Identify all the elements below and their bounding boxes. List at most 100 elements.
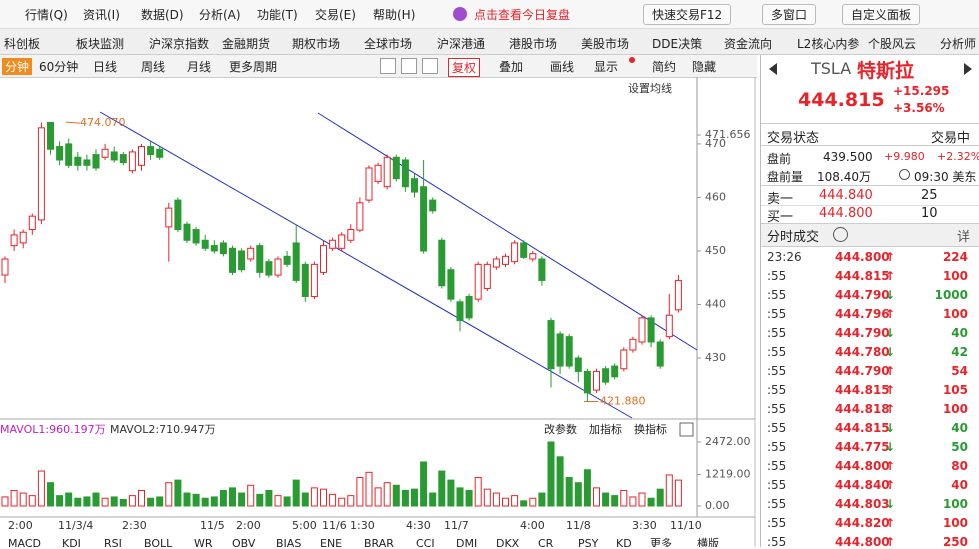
trade-volume: 100: [942, 497, 968, 511]
nav-item[interactable]: 沪深京指数: [149, 37, 210, 51]
volume-bar: [383, 482, 391, 507]
volume-bar: [138, 489, 145, 507]
promo-link[interactable]: 点击查看今日复盘: [474, 8, 571, 22]
candle-body: [310, 263, 318, 297]
trade-direction: ↑: [885, 402, 896, 416]
x-tick-label: 1:30: [350, 519, 375, 532]
nav-item[interactable]: DDE决策: [652, 37, 703, 51]
candle-body: [183, 223, 191, 241]
volume-bar: [438, 470, 446, 507]
menu-item[interactable]: 功能(T): [257, 8, 298, 22]
ask-size: 25: [921, 188, 938, 203]
tool-item[interactable]: 更多周期: [229, 60, 278, 74]
info-icon[interactable]: [833, 227, 848, 242]
tool-icon[interactable]: [422, 58, 438, 74]
menu-item[interactable]: 资讯(I): [83, 8, 120, 22]
trade-volume: 224: [942, 250, 968, 264]
tool-item[interactable]: 日线: [93, 60, 118, 74]
menu-item[interactable]: 交易(E): [315, 8, 356, 22]
volume-bar: [292, 479, 300, 507]
volume-bar: [37, 470, 45, 507]
volume-bar: [574, 482, 582, 507]
nav-item[interactable]: 科创板: [4, 37, 41, 51]
status: 交易中: [931, 131, 971, 146]
volume-bar: [465, 489, 473, 507]
trade-volume: 40: [951, 421, 968, 435]
menu-item[interactable]: 帮助(H): [373, 8, 416, 22]
y-tick-label: 470: [705, 137, 726, 150]
candle-body: [238, 250, 246, 271]
volume-bar: [356, 477, 364, 507]
nav-item[interactable]: 美股市场: [581, 37, 630, 51]
tool-item[interactable]: 月线: [187, 60, 212, 74]
pre-price: 439.500: [823, 150, 873, 164]
candle-body: [47, 121, 54, 150]
tool-item[interactable]: 画线: [550, 60, 575, 74]
tool-item[interactable]: 显示: [594, 60, 619, 74]
nav-item[interactable]: 个股风云: [868, 37, 917, 51]
tool-icon[interactable]: [401, 58, 417, 74]
volume-bar: [256, 493, 264, 507]
tool-item[interactable]: 叠加: [499, 60, 524, 74]
tool-item[interactable]: 周线: [141, 60, 166, 74]
toolbar-button[interactable]: 多窗口: [762, 4, 817, 25]
clock-icon: [899, 169, 910, 180]
nav-item[interactable]: 全球市场: [364, 37, 413, 51]
menu-item[interactable]: 数据(D): [141, 8, 184, 22]
tool-item[interactable]: 隐藏: [692, 60, 717, 74]
nav-item[interactable]: 沪深港通: [437, 37, 486, 51]
candle-body: [201, 239, 209, 249]
nav-item[interactable]: 资金流向: [724, 37, 773, 51]
tool-bar: [0, 55, 757, 78]
indicator-tab: KDJ: [62, 537, 81, 547]
tool-icon[interactable]: [380, 58, 396, 74]
volume-bar: [547, 441, 555, 507]
volume-bar: [265, 489, 273, 507]
menu-item[interactable]: 行情(Q): [25, 8, 68, 22]
mavol-label: MAVOL1:960.197万: [0, 423, 106, 436]
candle-body: [374, 164, 382, 182]
nav-item[interactable]: 分析师: [940, 37, 977, 51]
nav-item[interactable]: 期权市场: [292, 37, 341, 51]
bid: 444.800: [819, 206, 873, 221]
tool-item[interactable]: 60分钟: [39, 60, 79, 74]
candle-body: [665, 314, 673, 338]
volume-bar: [310, 487, 318, 507]
trade-time: :55: [767, 269, 787, 283]
trade-price: 444.790: [835, 364, 890, 378]
volume-bar: [520, 500, 528, 507]
candle-body: [138, 146, 145, 166]
ma-setting: 设置均线: [628, 81, 672, 95]
tool-item[interactable]: 复权: [448, 58, 481, 77]
candle-body: [593, 370, 600, 391]
symbol: TSLA: [811, 59, 852, 78]
indicator-tab: DKX: [496, 537, 520, 547]
tool-item[interactable]: 分钟: [2, 58, 33, 75]
trade-price: 444.815: [835, 421, 890, 435]
nav-item[interactable]: L2核心内参: [797, 37, 860, 51]
candle-body: [283, 255, 291, 265]
volume-bar: [283, 496, 291, 507]
volume-bar: [320, 488, 327, 507]
volume-bar: [611, 495, 619, 507]
nav-item[interactable]: 板块监测: [76, 37, 125, 51]
detail-button[interactable]: 详: [957, 230, 971, 245]
tool-item[interactable]: 简约: [652, 60, 677, 74]
nav-item[interactable]: 金融期货: [222, 37, 271, 51]
trade-direction: ↑: [885, 364, 896, 378]
candle-body: [301, 263, 309, 297]
prev-arrow[interactable]: [769, 63, 777, 75]
menu-item[interactable]: 分析(A): [199, 8, 241, 22]
nav-item[interactable]: 港股市场: [509, 37, 558, 51]
next-arrow[interactable]: [964, 63, 972, 75]
candle-body: [174, 199, 182, 231]
volume-bar: [365, 471, 373, 507]
volume-bar: [483, 488, 491, 507]
volume-bar: [301, 492, 309, 507]
volume-bar: [28, 495, 36, 507]
change: +15.295: [893, 84, 950, 98]
toolbar-button[interactable]: 自定义面板: [842, 4, 921, 25]
toolbar-button[interactable]: 快速交易F12: [643, 4, 732, 25]
mavol-label: MAVOL2:710.947万: [110, 423, 216, 436]
